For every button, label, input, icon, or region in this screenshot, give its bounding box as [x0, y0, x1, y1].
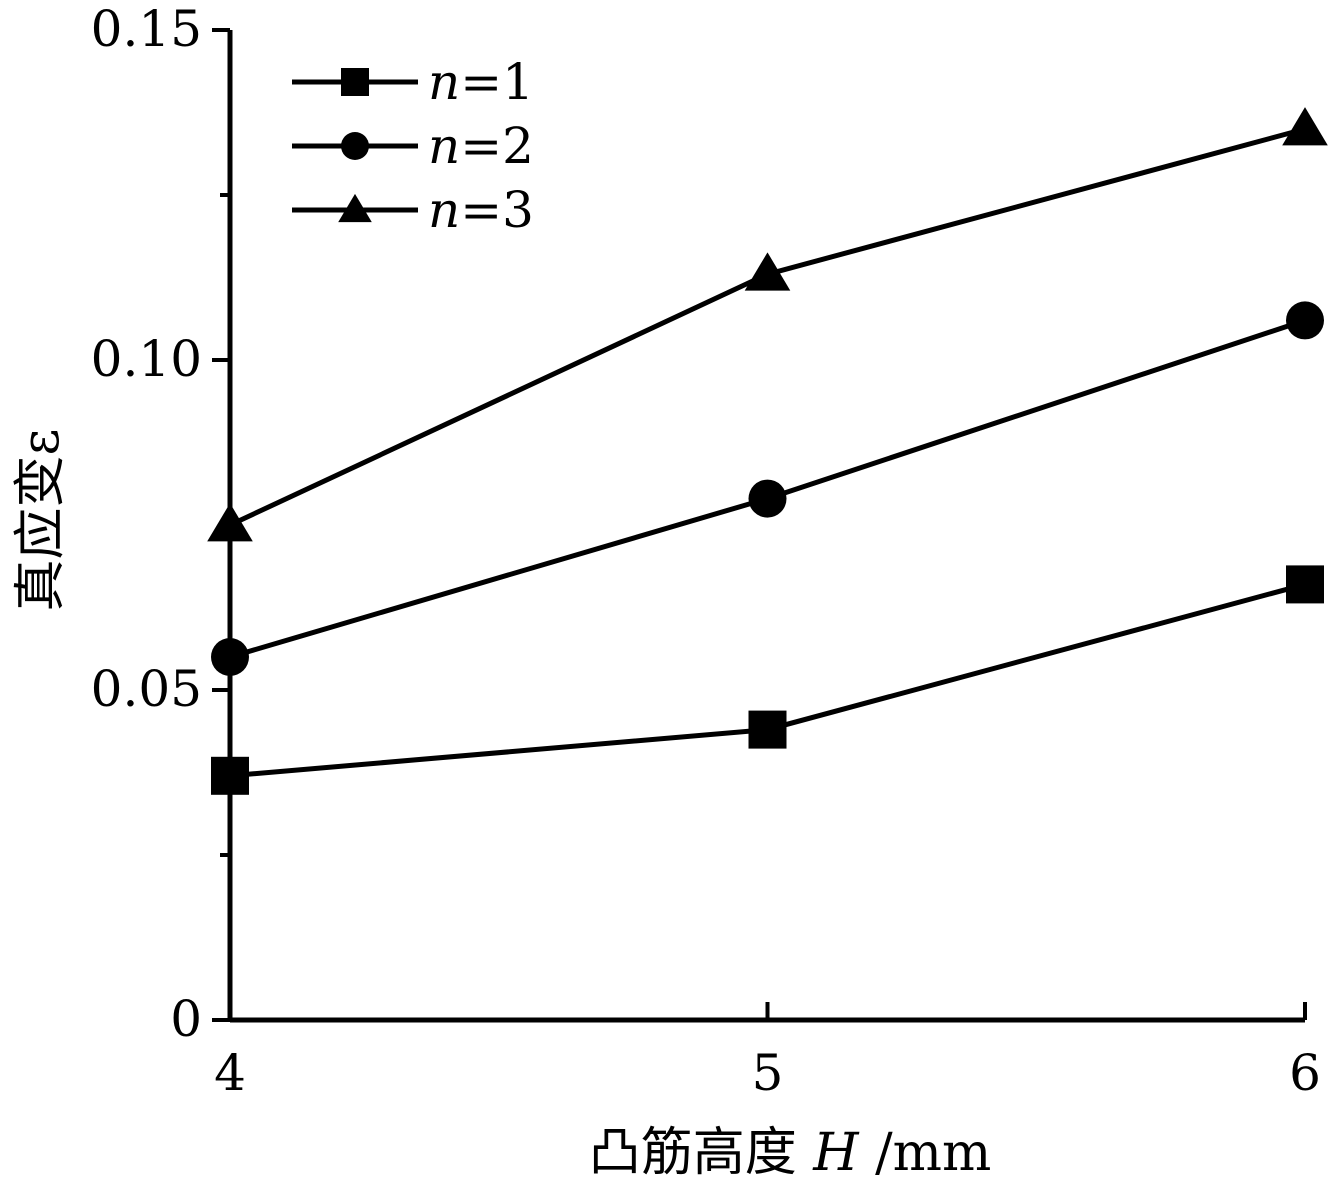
x-axis-label: 凸筋高度 H /mm	[589, 1123, 992, 1181]
x-axis-label-var: H	[812, 1123, 860, 1181]
legend-label: n=3	[428, 181, 534, 239]
series-2	[211, 301, 1324, 676]
axes: 0 0.05 0.10 0.15 4 5 6	[91, 0, 1321, 1102]
triangle-marker	[744, 252, 791, 291]
legend-label-var: n	[428, 181, 460, 239]
x-tick-label: 4	[214, 1044, 246, 1102]
square-marker	[748, 710, 787, 749]
legend-item-1: n=1	[292, 53, 534, 111]
legend-item-2: n=2	[292, 117, 534, 175]
y-axis-label: 真应变ε	[11, 429, 71, 612]
y-tick-label: 0.10	[91, 330, 202, 388]
square-marker	[1286, 565, 1324, 604]
y-tick-label: 0.05	[91, 660, 202, 718]
square-marker	[341, 68, 369, 96]
legend-label-value: =1	[460, 53, 534, 111]
legend-label: n=2	[428, 117, 534, 175]
series-layer	[207, 107, 1328, 795]
legend: n=1n=2n=3	[292, 53, 534, 239]
circle-marker	[1286, 301, 1324, 340]
triangle-marker	[207, 503, 253, 542]
legend-label-var: n	[428, 117, 460, 175]
x-tick-label: 5	[752, 1044, 784, 1102]
y-tick-label: 0.15	[91, 0, 202, 58]
legend-item-3: n=3	[292, 181, 534, 239]
series-3	[207, 107, 1328, 542]
circle-marker	[211, 638, 249, 676]
legend-label: n=1	[428, 53, 534, 111]
circle-marker	[748, 479, 787, 518]
triangle-marker	[1282, 107, 1328, 146]
triangle-marker	[338, 193, 372, 223]
x-axis-label-unit: /mm	[875, 1123, 991, 1181]
legend-label-var: n	[428, 53, 460, 111]
square-marker	[211, 756, 249, 795]
x-tick-label: 6	[1289, 1044, 1321, 1102]
x-axis-label-prefix: 凸筋高度	[589, 1123, 797, 1181]
y-tick-label: 0	[170, 990, 202, 1048]
series-line	[228, 126, 1306, 528]
series-1	[211, 565, 1324, 795]
legend-label-value: =2	[460, 117, 534, 175]
legend-label-value: =3	[460, 181, 534, 239]
circle-marker	[341, 132, 369, 160]
